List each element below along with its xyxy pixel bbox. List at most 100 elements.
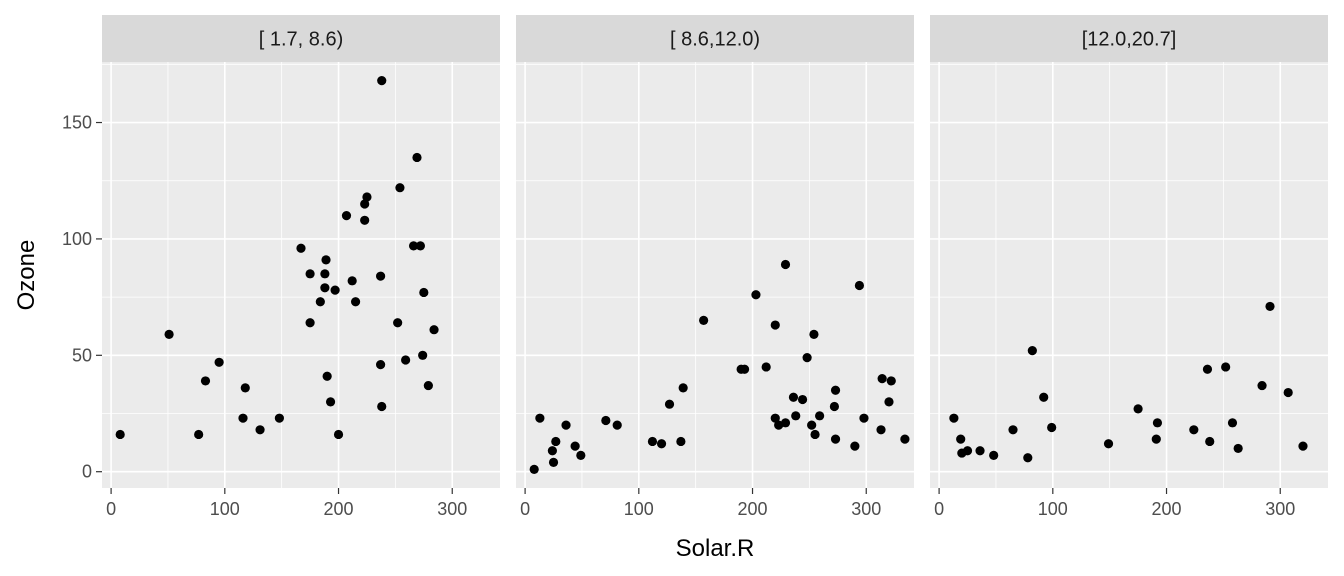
data-point bbox=[1023, 453, 1033, 463]
data-point bbox=[321, 255, 331, 265]
facet-strip bbox=[102, 15, 500, 62]
data-point bbox=[676, 436, 686, 447]
data-point bbox=[989, 450, 999, 461]
data-point bbox=[164, 329, 174, 339]
data-point bbox=[1027, 346, 1037, 356]
facet-strip bbox=[930, 15, 1328, 62]
facet-strip-label: [12.0,20.7] bbox=[1082, 29, 1177, 51]
data-point bbox=[529, 464, 539, 474]
data-point bbox=[360, 215, 370, 225]
data-point bbox=[376, 271, 386, 281]
data-point bbox=[429, 325, 439, 335]
x-axis-title: Solar.R bbox=[676, 535, 755, 562]
data-point bbox=[830, 434, 841, 444]
data-point bbox=[320, 269, 330, 279]
data-point bbox=[320, 283, 330, 293]
data-point bbox=[791, 411, 801, 421]
x-tick-label: 0 bbox=[520, 499, 530, 519]
data-point bbox=[214, 357, 224, 367]
x-tick-label: 300 bbox=[851, 499, 881, 519]
data-point bbox=[1103, 439, 1114, 449]
data-point bbox=[949, 413, 959, 423]
data-point bbox=[956, 434, 966, 444]
x-tick-label: 200 bbox=[738, 499, 768, 519]
y-tick-label: 150 bbox=[62, 113, 92, 133]
data-point bbox=[850, 441, 860, 451]
data-point bbox=[656, 439, 667, 449]
data-point bbox=[876, 425, 886, 435]
data-point bbox=[341, 211, 352, 221]
data-point bbox=[408, 241, 419, 251]
data-point bbox=[854, 280, 865, 291]
data-point bbox=[377, 401, 387, 412]
data-point bbox=[1205, 436, 1215, 447]
data-point bbox=[829, 401, 840, 412]
data-point bbox=[884, 397, 894, 407]
data-point bbox=[1151, 434, 1161, 444]
data-point bbox=[362, 192, 372, 202]
panel-background bbox=[930, 62, 1328, 488]
facet-panel: [12.0,20.7] bbox=[930, 15, 1328, 488]
data-point bbox=[561, 420, 571, 430]
data-point bbox=[535, 413, 545, 423]
data-point bbox=[770, 320, 780, 330]
data-point bbox=[296, 243, 306, 253]
data-point bbox=[797, 394, 808, 405]
data-point bbox=[551, 436, 561, 447]
x-axes: 0 100 200 300 0 100 200 300 0 100 200 300 bbox=[106, 488, 1295, 519]
panel-background bbox=[516, 62, 914, 488]
data-point bbox=[325, 397, 336, 407]
x-tick-label: 300 bbox=[1265, 499, 1295, 519]
data-point bbox=[761, 362, 771, 372]
y-tick-label: 100 bbox=[62, 229, 92, 249]
data-point bbox=[395, 183, 405, 193]
data-point bbox=[418, 350, 428, 360]
data-point bbox=[859, 413, 869, 423]
data-point bbox=[699, 315, 709, 325]
facet-strip-label: [ 8.6,12.0) bbox=[670, 29, 760, 51]
data-point bbox=[350, 297, 361, 307]
x-tick-label: 300 bbox=[437, 499, 467, 519]
data-point bbox=[401, 355, 411, 365]
data-point bbox=[780, 259, 791, 270]
facet-strip-label: [ 1.7, 8.6) bbox=[259, 29, 344, 51]
data-point bbox=[238, 413, 248, 423]
data-point bbox=[415, 241, 425, 251]
data-point bbox=[1233, 443, 1243, 454]
data-point bbox=[305, 318, 315, 328]
data-point bbox=[612, 420, 622, 430]
data-point bbox=[393, 318, 403, 328]
data-point bbox=[412, 152, 422, 163]
data-point bbox=[886, 376, 896, 386]
data-point bbox=[200, 376, 211, 386]
data-point bbox=[678, 383, 688, 393]
data-point bbox=[1202, 364, 1213, 374]
data-point bbox=[419, 287, 429, 298]
x-tick-label: 100 bbox=[624, 499, 654, 519]
x-tick-label: 0 bbox=[106, 499, 116, 519]
x-tick-label: 200 bbox=[1152, 499, 1182, 519]
data-point bbox=[548, 457, 559, 467]
data-point bbox=[322, 371, 332, 381]
data-point bbox=[360, 199, 370, 209]
data-point bbox=[333, 429, 344, 440]
y-axis-title: Ozone bbox=[13, 240, 40, 311]
panels-layer: [ 1.7, 8.6) [ 8.6,12.0) [12.0,20.7] bbox=[102, 15, 1328, 488]
data-point bbox=[570, 441, 580, 451]
data-point bbox=[664, 399, 675, 409]
data-point bbox=[751, 290, 761, 300]
data-point bbox=[274, 413, 284, 423]
data-point bbox=[809, 329, 819, 339]
data-point bbox=[739, 364, 750, 374]
data-point bbox=[547, 446, 557, 456]
facet-panel: [ 1.7, 8.6) bbox=[102, 15, 500, 488]
data-point bbox=[601, 415, 611, 426]
data-point bbox=[423, 380, 433, 391]
data-point bbox=[1152, 418, 1163, 428]
y-tick-label: 0 bbox=[82, 462, 92, 482]
data-point bbox=[255, 425, 265, 435]
data-point bbox=[376, 360, 386, 370]
data-point bbox=[315, 297, 325, 307]
facet-strip bbox=[516, 15, 914, 62]
